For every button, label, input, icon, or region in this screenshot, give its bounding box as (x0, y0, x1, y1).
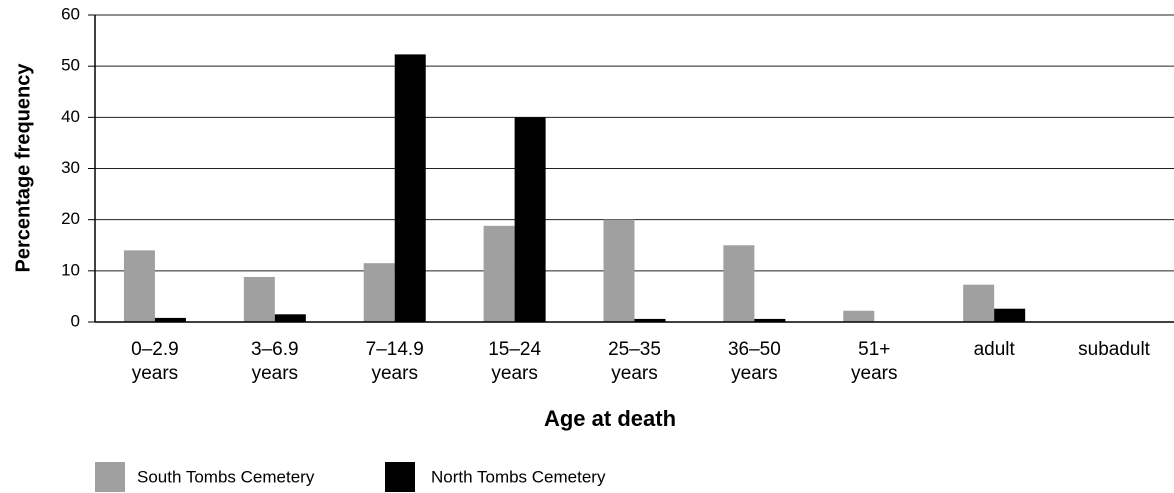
y-tick-label: 20 (61, 209, 80, 228)
legend-swatch (385, 462, 415, 492)
x-tick-label: subadult (1078, 339, 1151, 360)
bar (994, 308, 1026, 322)
bar (843, 310, 875, 322)
x-tick-label: 36–50 years (728, 339, 781, 384)
bar (274, 314, 306, 322)
y-tick-label: 0 (71, 311, 80, 330)
bar (483, 225, 515, 322)
y-tick-label: 40 (61, 107, 80, 126)
bar (514, 117, 546, 322)
bar (634, 318, 666, 322)
y-tick-label: 10 (61, 260, 80, 279)
legend-swatch (95, 462, 125, 492)
x-tick-label: 25–35 years (608, 339, 661, 384)
bar (603, 219, 635, 322)
bar (723, 245, 755, 322)
legend-label: North Tombs Cemetery (431, 467, 606, 486)
legend-label: South Tombs Cemetery (137, 467, 315, 486)
y-axis-title: Percentage frequency (12, 63, 34, 273)
x-tick-label: 3–6.9 years (251, 339, 299, 384)
bar (363, 263, 395, 322)
y-tick-label: 30 (61, 158, 80, 177)
bar (154, 317, 186, 322)
y-tick-label: 50 (61, 56, 80, 75)
x-tick-label: 7–14.9 years (366, 339, 424, 384)
bar (243, 276, 275, 322)
x-tick-label: adult (974, 339, 1016, 360)
bar (394, 54, 426, 322)
x-axis-title: Age at death (544, 406, 676, 431)
x-tick-label: 15–24 years (488, 339, 541, 384)
x-tick-label: 0–2.9 years (131, 339, 179, 384)
y-tick-label: 60 (61, 4, 80, 23)
bar (123, 250, 155, 322)
x-tick-label: 51+ years (851, 339, 897, 384)
bar (754, 318, 786, 322)
bar (963, 284, 995, 322)
